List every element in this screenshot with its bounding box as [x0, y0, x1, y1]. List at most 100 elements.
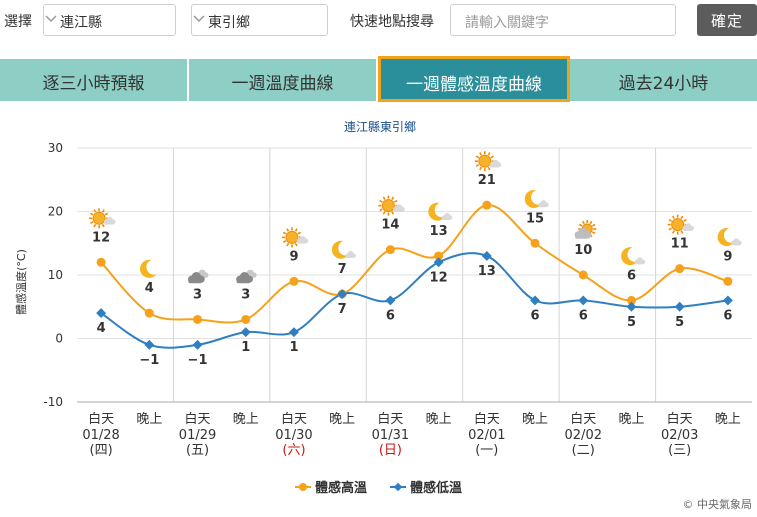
legend-marker — [299, 483, 307, 491]
legend-label: 體感低溫 — [410, 480, 462, 496]
low-temp-point — [240, 327, 251, 338]
tab-weekly-temperature[interactable]: 一週溫度曲線 — [189, 59, 378, 101]
chevron-down-icon — [193, 15, 205, 23]
high-temp-point — [241, 314, 251, 324]
credit-text: © 中央氣象局 — [683, 497, 753, 511]
date-tick-label: 01/29 — [179, 428, 216, 443]
chart-title: 連江縣東引鄉 — [344, 120, 416, 134]
y-tick-label: 0 — [55, 332, 63, 346]
weekday-tick-label: (二) — [572, 443, 595, 458]
low-temp-point — [144, 339, 155, 350]
weekday-tick-label: (日) — [379, 443, 402, 458]
low-temp-label: 1 — [241, 340, 250, 355]
low-temp-label: 6 — [723, 308, 732, 323]
weekday-tick-label: (六) — [282, 443, 305, 458]
county-value: 連江縣 — [60, 15, 102, 31]
low-temp-point — [337, 289, 348, 299]
sunny-cloudy-icon — [667, 214, 695, 235]
tab-past-24-hours[interactable]: 過去24小時 — [618, 74, 709, 94]
sunny-cloudy-icon — [378, 195, 405, 216]
y-axis-label: 體感溫度(°C) — [14, 249, 28, 315]
sunny-cloudy-icon — [89, 208, 116, 229]
sunny-cloudy-icon — [474, 151, 502, 172]
low-temp-label: −1 — [188, 353, 208, 368]
high-temp-label: 7 — [338, 262, 347, 277]
county-select[interactable]: 連江縣 — [43, 4, 176, 36]
legend-marker — [393, 482, 403, 492]
low-temp-label: 4 — [97, 321, 106, 336]
period-tick-label: 晚上 — [426, 412, 452, 427]
high-temp-label: 13 — [430, 224, 448, 239]
high-temp-point — [482, 200, 492, 210]
y-tick-label: 20 — [48, 205, 63, 219]
low-temp-point — [289, 327, 299, 338]
x-axis: 白天 晚上 白天 晚上 白天 晚上 白天 晚上 白天 晚上 白天 晚上 白天 晚上 01/28(四) 01/2… — [82, 411, 741, 458]
high-temp-label: 10 — [574, 243, 592, 258]
tab-weekly-apparent-temperature[interactable]: 一週體感溫度曲線 — [378, 56, 570, 102]
period-tick-label: 晚上 — [618, 412, 644, 427]
low-temp-point — [722, 295, 733, 306]
low-temp-point — [578, 295, 589, 306]
high-temp-label: 11 — [671, 237, 689, 252]
high-temp-point — [675, 264, 685, 274]
moon-cloud-icon — [428, 202, 453, 221]
tab-bar: 逐三小時預報 一週溫度曲線 一週體感溫度曲線 過去24小時 — [0, 56, 757, 102]
confirm-button[interactable]: 確定 — [697, 4, 757, 36]
date-tick-label: 01/28 — [82, 428, 119, 443]
high-temp-label: 6 — [627, 268, 636, 283]
period-tick-label: 白天 — [88, 411, 114, 427]
period-tick-label: 晚上 — [329, 412, 355, 427]
legend: 體感高溫 體感低溫 — [295, 480, 462, 496]
high-temp-label: 9 — [723, 249, 732, 264]
low-temp-label: 5 — [675, 315, 684, 330]
weather-icons — [89, 151, 742, 284]
period-tick-label: 白天 — [667, 411, 693, 427]
high-temp-label: 3 — [193, 287, 202, 302]
y-tick-label: -10 — [43, 395, 63, 409]
search-label: 快速地點搜尋 — [350, 14, 434, 30]
period-tick-label: 白天 — [185, 411, 211, 427]
low-temp-point — [626, 301, 637, 312]
high-temp-label: 9 — [289, 249, 298, 264]
y-tick-label: 10 — [48, 268, 63, 282]
low-temp-label: 7 — [338, 302, 347, 317]
period-tick-label: 白天 — [377, 411, 403, 427]
high-temp-label: 3 — [241, 287, 250, 302]
high-temp-point — [578, 270, 588, 280]
high-temp-point — [434, 251, 444, 261]
toolbar: 選擇 連江縣 東引鄉 快速地點搜尋 請輸入關鍵字 確定 — [0, 0, 757, 40]
high-temp-point — [723, 276, 733, 286]
high-temp-label: 14 — [381, 218, 399, 233]
high-temp-label: 12 — [92, 230, 110, 245]
low-temp-label: 5 — [627, 315, 636, 330]
tab-3hr-forecast[interactable]: 逐三小時預報 — [0, 59, 189, 101]
period-tick-label: 白天 — [570, 411, 596, 427]
cloudy-icon — [187, 269, 209, 284]
low-temp-point — [530, 295, 540, 306]
period-tick-label: 晚上 — [522, 412, 548, 427]
township-select[interactable]: 東引鄉 — [191, 4, 328, 36]
search-input[interactable]: 請輸入關鍵字 — [450, 4, 676, 36]
select-label: 選擇 — [4, 14, 32, 30]
sunny-cloudy-icon — [281, 227, 309, 248]
date-tick-label: 01/30 — [275, 428, 312, 443]
low-temp-label: 1 — [289, 340, 298, 355]
date-tick-label: 02/02 — [565, 428, 602, 443]
grid: -10 0 10 20 30 — [43, 141, 752, 409]
moon-cloud-icon — [717, 228, 742, 247]
cloudy-sun-icon — [574, 220, 597, 239]
weekday-tick-label: (三) — [668, 443, 691, 458]
low-temp-label: 6 — [579, 308, 588, 323]
period-tick-label: 晚上 — [136, 412, 162, 427]
high-temp-label: 15 — [526, 211, 544, 226]
period-tick-label: 白天 — [474, 411, 500, 427]
low-temp-point — [192, 339, 203, 350]
cloudy-icon — [236, 269, 257, 284]
high-temp-point — [96, 257, 106, 267]
low-temp-label: 13 — [478, 264, 496, 279]
period-tick-label: 晚上 — [233, 412, 259, 427]
high-temp-label: 21 — [478, 173, 496, 188]
low-temp-line — [100, 252, 729, 349]
